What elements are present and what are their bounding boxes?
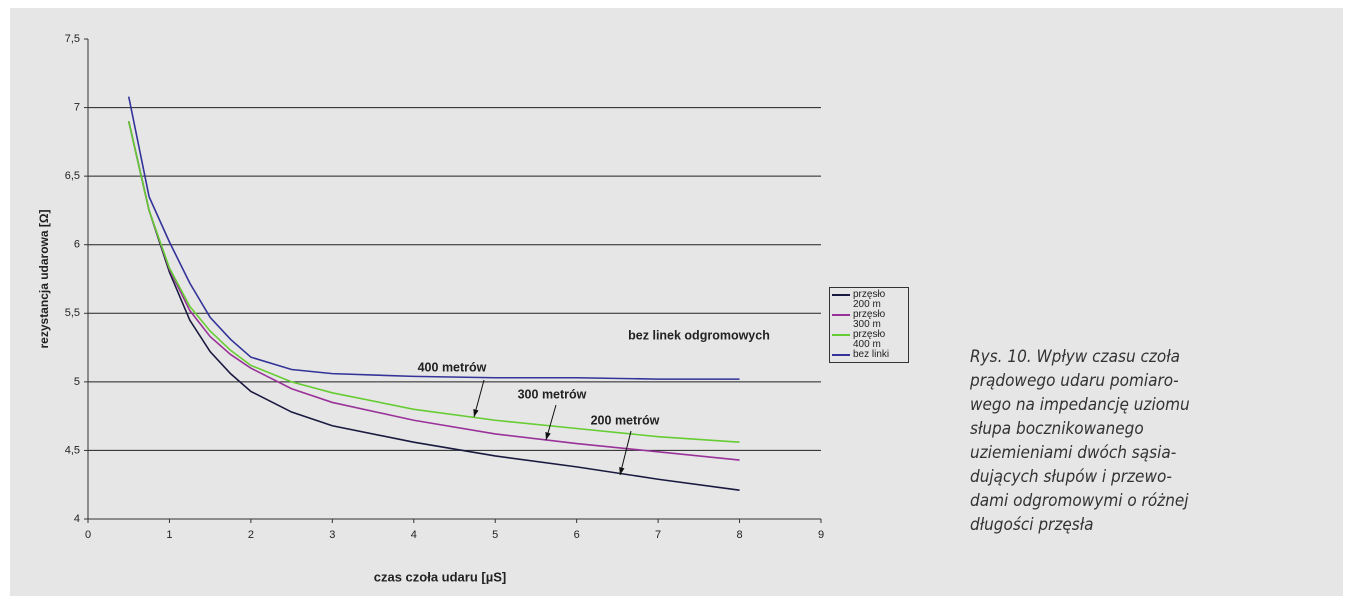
legend-swatch: [832, 314, 850, 316]
x-tick-label: 7: [655, 529, 661, 541]
legend-swatch: [832, 334, 850, 336]
legend-label: przęsło 300 m: [853, 309, 886, 330]
x-tick-label: 0: [85, 529, 91, 541]
legend-label: bez linki: [853, 349, 890, 360]
y-tick-label: 7: [74, 101, 80, 113]
background: [10, 8, 1343, 596]
series-line: [127, 121, 740, 491]
legend-swatch: [832, 354, 850, 356]
y-tick-label: 4,5: [65, 444, 80, 456]
y-tick-label: 5: [74, 376, 80, 388]
series-line: [127, 121, 740, 443]
caption-line: Rys. 10. Wpływ czasu czoła: [970, 347, 1180, 367]
legend-entry: przęsło 200 m: [832, 290, 906, 310]
x-tick-label: 1: [166, 529, 172, 541]
arrow-head: [619, 467, 625, 475]
caption-line: uziemieniami dwóch sąsia-: [970, 443, 1176, 463]
arrow-head: [473, 409, 479, 417]
series-line: [127, 121, 740, 461]
x-axis-title: czas czoła udaru [µS]: [374, 569, 506, 584]
annotation: 300 metrów: [518, 387, 587, 401]
legend-label: przęsło 200 m: [853, 289, 886, 310]
y-tick-label: 4: [74, 513, 80, 525]
y-tick-label: 6: [74, 239, 80, 251]
x-tick-label: 3: [329, 529, 335, 541]
x-tick-label: 4: [411, 529, 417, 541]
annotation-arrow: [619, 430, 632, 476]
x-tick-label: 6: [574, 529, 580, 541]
legend-entry: przęsło 300 m: [832, 310, 906, 330]
x-tick-label: 5: [492, 529, 498, 541]
annotation: 200 metrów: [591, 413, 660, 427]
caption-line: dujących słupów i przewo-: [970, 467, 1172, 487]
series-line: [127, 96, 740, 380]
x-tick-label: 8: [736, 529, 742, 541]
y-tick-label: 6,5: [65, 170, 80, 182]
legend-entry: bez linki: [832, 350, 906, 360]
annotation: bez linek odgromowych: [628, 328, 770, 342]
caption-line: słupa bocznikowanego: [970, 419, 1144, 439]
legend-label: przęsło 400 m: [853, 329, 886, 350]
caption-line: prądowego udaru pomiaro-: [969, 371, 1179, 391]
y-tick-label: 7,5: [65, 33, 80, 45]
y-axis-title: rezystancja udarowa [Ω]: [37, 210, 51, 349]
arrow-head: [545, 432, 551, 440]
caption-line: wego na impedancję uziomu: [970, 395, 1190, 415]
x-tick-label: 2: [248, 529, 254, 541]
annotation: 400 metrów: [418, 360, 487, 374]
x-tick-label: 9: [818, 529, 824, 541]
legend-entry: przęsło 400 m: [832, 330, 906, 350]
caption-line: długości przęsła: [970, 515, 1094, 535]
caption-line: dami odgromowymi o różnej: [970, 491, 1189, 511]
y-tick-label: 5,5: [65, 307, 80, 319]
legend-swatch: [832, 294, 850, 296]
